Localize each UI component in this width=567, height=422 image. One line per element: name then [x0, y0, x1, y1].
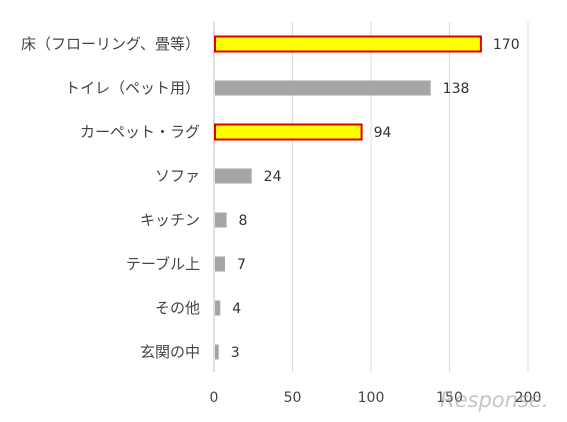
- value-label: 170: [493, 37, 520, 53]
- bar: [215, 168, 252, 184]
- bar: [215, 344, 219, 360]
- value-label: 24: [264, 169, 282, 185]
- category-label: 玄関の中: [140, 343, 200, 361]
- bar: [214, 123, 363, 141]
- bar: [215, 256, 225, 272]
- value-label: 8: [239, 213, 248, 229]
- value-label: 4: [232, 301, 241, 317]
- category-label: ソファ: [155, 167, 200, 185]
- category-label: キッチン: [140, 211, 200, 229]
- bar: [215, 300, 221, 316]
- bar: [214, 35, 482, 53]
- category-label: その他: [155, 299, 200, 317]
- value-label: 3: [231, 345, 240, 361]
- bar: [215, 212, 227, 228]
- category-label: トイレ（ペット用）: [65, 79, 200, 97]
- x-tick-label: 50: [284, 390, 302, 406]
- category-label: 床（フローリング、畳等）: [21, 35, 200, 53]
- category-label: テーブル上: [126, 255, 200, 273]
- x-axis-ticks: 0 50 100 150 200: [210, 390, 542, 406]
- value-labels: 170 138 94 24 8 7 4 3: [231, 37, 520, 361]
- value-label: 94: [374, 125, 392, 141]
- category-labels: 床（フローリング、畳等） トイレ（ペット用） カーペット・ラグソファキッチンテーブル…: [21, 35, 200, 361]
- x-tick-label: 100: [358, 390, 385, 406]
- bars: [214, 35, 482, 360]
- x-tick-label: 0: [210, 390, 219, 406]
- value-label: 7: [237, 257, 246, 273]
- watermark-logo: Response.: [440, 388, 549, 412]
- bar: [215, 80, 431, 96]
- category-label: カーペット・ラグ: [80, 123, 200, 141]
- value-label: 138: [443, 81, 470, 97]
- gridlines: [213, 22, 529, 372]
- x-tick-label: 150: [436, 390, 463, 406]
- x-tick-label: 200: [515, 390, 542, 406]
